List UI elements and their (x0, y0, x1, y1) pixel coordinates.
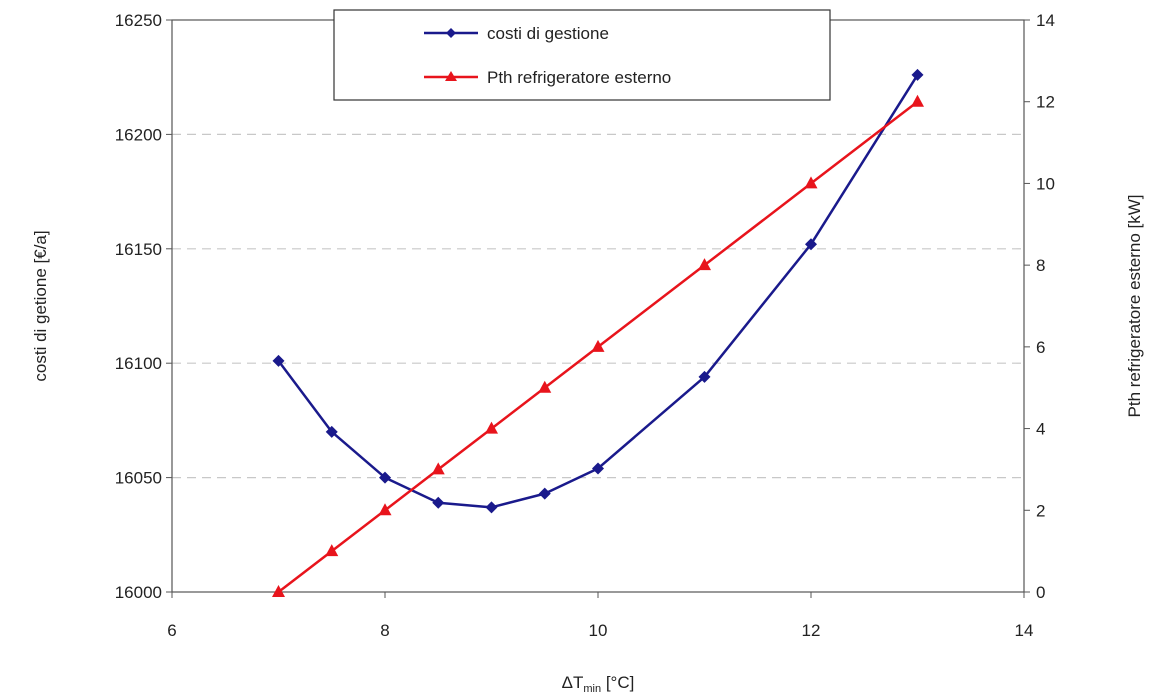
x-axis-title: ΔTmin [°C] (562, 673, 635, 695)
data-point-diamond (325, 425, 338, 438)
x-tick-label: 8 (380, 621, 389, 640)
data-point-diamond (538, 487, 551, 500)
right-tick-label: 4 (1036, 420, 1045, 439)
data-point-triangle (431, 462, 445, 475)
data-point-diamond (698, 370, 711, 383)
legend-label-pth: Pth refrigeratore esterno (487, 68, 671, 87)
data-point-diamond (485, 501, 498, 514)
data-point-triangle (485, 421, 498, 434)
right-tick-label: 0 (1036, 583, 1045, 602)
legend-label-costi: costi di gestione (487, 24, 609, 43)
right-tick-label: 2 (1036, 501, 1045, 520)
legend-marker-triangle (445, 71, 457, 81)
left-axis-ticks: 16000 16050 16100 16150 16200 16250 (115, 11, 172, 602)
series-layer (272, 68, 924, 597)
left-axis-title: costi di getione [€/a] (31, 230, 50, 381)
right-tick-label: 12 (1036, 93, 1055, 112)
right-tick-label: 8 (1036, 256, 1045, 275)
x-axis-title-unit: [°C] (601, 673, 634, 692)
data-point-triangle (911, 94, 924, 107)
x-axis-title-subscript: min (583, 683, 601, 695)
right-tick-label: 10 (1036, 174, 1055, 193)
legend-box (333, 9, 831, 101)
legend-marker-diamond (446, 28, 456, 38)
data-point-triangle (538, 380, 552, 393)
data-point-triangle (804, 176, 818, 189)
left-tick-label: 16000 (115, 583, 162, 602)
data-point-triangle (378, 503, 392, 516)
x-tick-label: 6 (167, 621, 176, 640)
left-tick-label: 16250 (115, 11, 162, 30)
data-point-diamond (272, 354, 285, 367)
data-point-diamond (805, 238, 817, 251)
data-point-diamond (911, 68, 924, 81)
x-axis-title-main: ΔT (562, 673, 584, 692)
right-tick-label: 14 (1036, 11, 1055, 30)
data-point-diamond (379, 471, 391, 484)
data-point-diamond (592, 462, 604, 475)
left-tick-label: 16150 (115, 240, 162, 259)
series-line-pth-refrigeratore (277, 100, 919, 593)
series-line-costi-di-gestione (277, 74, 919, 509)
legend: costi di gestione Pth refrigeratore este… (333, 9, 831, 101)
x-tick-label: 12 (802, 621, 821, 640)
left-tick-label: 16200 (115, 125, 162, 144)
x-axis-ticks: 6 8 10 12 14 (167, 592, 1033, 640)
plot-area-frame (171, 19, 1025, 593)
data-point-triangle (591, 339, 605, 352)
left-tick-label: 16050 (115, 469, 162, 488)
right-axis-title: Pth refrigeratore esterno [kW] (1125, 195, 1144, 418)
right-tick-label: 6 (1036, 338, 1045, 357)
data-point-triangle (272, 585, 285, 597)
x-tick-label: 14 (1015, 621, 1034, 640)
x-tick-label: 10 (589, 621, 608, 640)
data-point-triangle (325, 544, 339, 557)
grid-lines (172, 133, 1024, 479)
data-point-diamond (432, 496, 445, 509)
right-axis-ticks: 0 2 4 6 8 10 12 14 (1024, 11, 1055, 602)
left-tick-label: 16100 (115, 354, 162, 373)
data-point-triangle (698, 258, 711, 271)
